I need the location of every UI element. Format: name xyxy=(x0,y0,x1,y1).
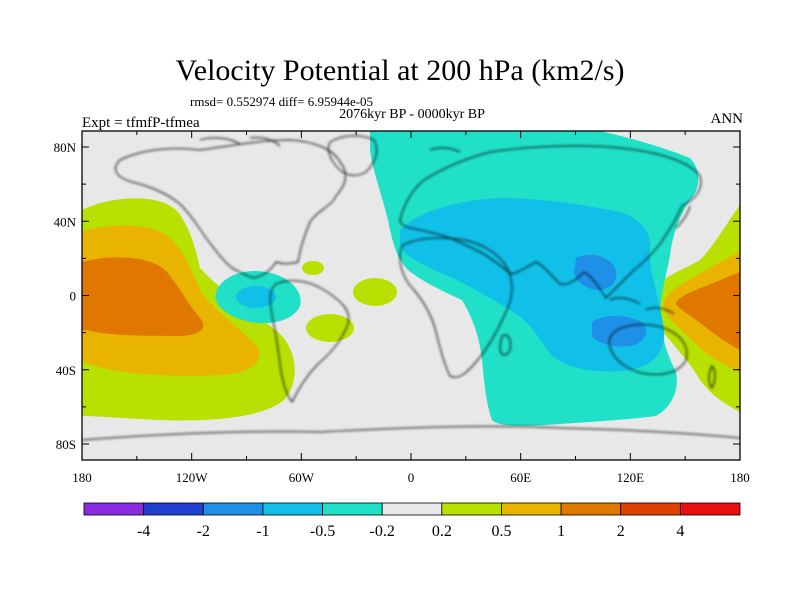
coast-greenland xyxy=(327,135,378,176)
coast-japan xyxy=(675,205,691,229)
colorbar-label: 0.5 xyxy=(491,523,511,540)
colorbar-box xyxy=(262,502,323,516)
contour-neg-1-indianocean xyxy=(592,316,647,347)
colorbar-box xyxy=(501,502,562,516)
coast-new-zealand xyxy=(708,365,716,389)
coast-south-america xyxy=(269,280,350,403)
colorbar-label: -4 xyxy=(137,523,150,540)
lat-label: 40S xyxy=(56,363,76,378)
lon-label: 120W xyxy=(176,470,209,485)
lon-label: 60E xyxy=(510,470,531,485)
contour-neg-0.5-camerica xyxy=(236,286,276,308)
coast-australia xyxy=(608,324,688,375)
colorbar-label: 2 xyxy=(617,523,625,540)
colorbar-box xyxy=(441,502,502,516)
lat-label: 80S xyxy=(56,437,76,452)
stats-line: rmsd= 0.552974 diff= 6.95944e-05 xyxy=(190,94,374,109)
colorbar-label: -0.5 xyxy=(310,523,335,540)
period-line: 2076kyr BP - 0000kyr BP xyxy=(339,107,485,122)
colorbar-box xyxy=(202,502,264,516)
colorbar-label: -2 xyxy=(197,523,210,540)
season-label: ANN xyxy=(710,111,744,127)
contour-pos-0.2-samerica xyxy=(306,314,354,342)
colorbar-box xyxy=(679,502,741,516)
contour-pos-0.2-caribbean xyxy=(302,261,324,275)
colorbar-box xyxy=(143,502,204,516)
coast-indonesia xyxy=(609,297,675,315)
contour-pos-1-wpacific xyxy=(676,272,740,350)
axis-ticks xyxy=(81,131,741,460)
coast-eurasia xyxy=(399,145,702,299)
lon-label: 120E xyxy=(617,470,645,485)
colorbar-label: 0.2 xyxy=(432,523,452,540)
lat-label: 80N xyxy=(54,140,77,155)
colorbar-box xyxy=(381,502,443,516)
lat-label: 40N xyxy=(54,214,77,229)
contour-neg-1-indochina xyxy=(574,254,617,290)
lat-label: 0 xyxy=(70,289,77,304)
colorbar-box xyxy=(322,502,383,516)
coastlines xyxy=(82,135,740,441)
map-title: Velocity Potential at 200 hPa (km2/s) xyxy=(175,54,625,87)
coast-antarctica xyxy=(82,425,740,441)
coast-africa xyxy=(399,237,513,378)
coast-madagascar xyxy=(499,334,511,356)
colorbar-label: -0.2 xyxy=(370,523,395,540)
lon-label: 180 xyxy=(730,470,750,485)
lon-label: 0 xyxy=(408,470,415,485)
lon-label: 180 xyxy=(72,470,92,485)
lon-label: 60W xyxy=(289,470,315,485)
colorbar-box xyxy=(620,502,681,516)
coast-arctic-islands xyxy=(199,137,461,153)
longitude-labels: 180 120W 60W 0 60E 120E 180 xyxy=(72,470,750,485)
colorbar-label: 1 xyxy=(557,523,565,540)
contour-pos-0.2-atlantic xyxy=(353,278,397,306)
colorbar: -4 -2 -1 -0.5 -0.2 0.2 0.5 1 2 4 xyxy=(83,502,741,540)
contour-pos-1-epacific xyxy=(82,257,204,336)
colorbar-label: 4 xyxy=(676,523,684,540)
latitude-labels: 80N 40N 0 40S 80S xyxy=(54,140,77,452)
coast-north-america xyxy=(115,139,347,279)
colorbar-box xyxy=(83,502,145,516)
colorbar-label: -1 xyxy=(256,523,269,540)
experiment-label: Expt = tfmfP-tfmea xyxy=(82,115,200,131)
colorbar-box xyxy=(560,502,622,516)
